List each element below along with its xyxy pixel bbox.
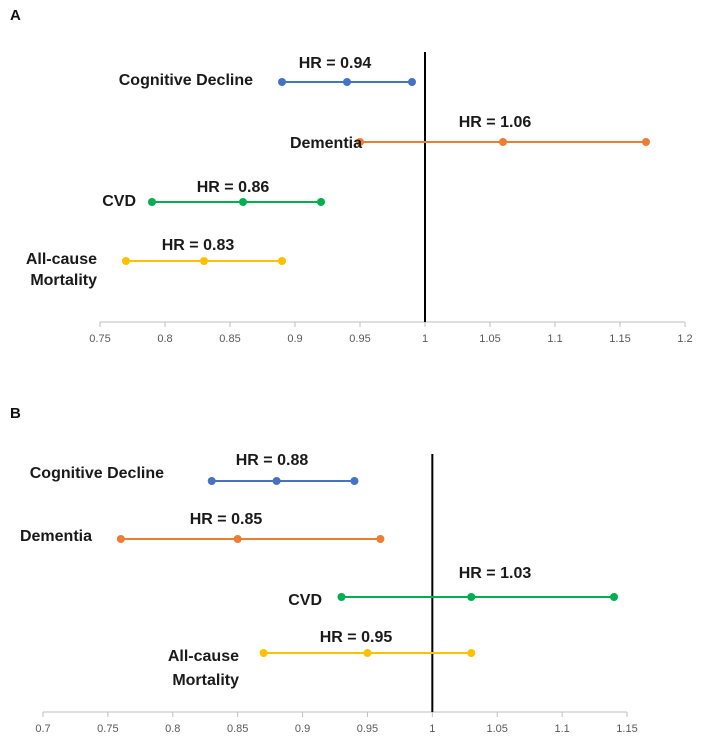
panel-b-all-cause-mortality-estimate-point <box>363 649 372 657</box>
panel-b-cognitive-decline-upper-point <box>350 477 359 485</box>
panel-b-x-tick-label: 1.05 <box>487 723 508 735</box>
panel-b-all-cause-mortality-upper-point <box>467 649 476 657</box>
panel-b-x-tick-label: 1.1 <box>554 723 569 735</box>
panel-b-all-cause-mortality-label-line-1: All-cause <box>168 648 239 665</box>
panel-a-all-cause-mortality-hr-label: HR = 0.83 <box>162 237 235 254</box>
panel-a-dementia-upper-point <box>642 138 650 146</box>
panel-b-cognitive-decline-label: Cognitive Decline <box>30 465 164 482</box>
panel-b-x-tick-label: 1.15 <box>616 723 637 735</box>
panel-a-dementia-label: Dementia <box>290 135 362 152</box>
panel-b-all-cause-mortality-lower-point <box>259 649 268 657</box>
panel-a-cognitive-decline-estimate-point <box>343 78 351 86</box>
panel-b-x-tick-label: 0.75 <box>97 723 118 735</box>
panel-a-x-tick-label: 0.9 <box>287 333 302 345</box>
panel-b-x-tick-label: 0.8 <box>165 723 180 735</box>
panel-a-all-cause-mortality-lower-point <box>122 257 130 265</box>
panel-a-cvd-upper-point <box>317 198 325 206</box>
panel-label-a: A <box>10 7 21 24</box>
panel-b-dementia-lower-point <box>116 535 125 543</box>
panel-a-all-cause-mortality-label-line-1: All-cause <box>26 251 97 268</box>
panel-a-cognitive-decline-upper-point <box>408 78 416 86</box>
panel-a-dementia-lower-point <box>356 138 364 146</box>
panel-b-cognitive-decline-estimate-point <box>272 477 281 485</box>
panel-b-dementia-hr-label: HR = 0.85 <box>190 511 263 528</box>
panel-b-cvd-estimate-point <box>467 593 476 601</box>
panel-b-cvd-hr-label: HR = 1.03 <box>459 565 532 582</box>
panel-a-x-tick-label: 0.75 <box>89 333 110 345</box>
panel-a-x-tick-label: 1.2 <box>677 333 692 345</box>
panel-b-cvd-lower-point <box>337 593 346 601</box>
panel-a-x-tick-label: 1.05 <box>479 333 500 345</box>
panel-b-all-cause-mortality-label-line-2: Mortality <box>172 672 239 689</box>
panel-a-dementia-estimate-point <box>499 138 507 146</box>
panel-b-cvd-label: CVD <box>288 592 322 609</box>
panel-a-all-cause-mortality-estimate-point <box>200 257 208 265</box>
panel-a-all-cause-mortality-label-line-2: Mortality <box>30 272 97 289</box>
forest-panel-b: 0.7 0.75 0.8 0.85 0.9 0.95 1 1.05 1.1 1.15 Cogniti… <box>20 452 638 735</box>
panel-a-x-tick-label: 1 <box>422 333 428 345</box>
panel-a-cognitive-decline-lower-point <box>278 78 286 86</box>
panel-a-x-tick-label: 1.1 <box>547 333 562 345</box>
panel-b-cvd-upper-point <box>610 593 619 601</box>
forest-panel-a: 0.75 0.8 0.85 0.9 0.95 1 1.05 1.1 1.15 1.2 Cogniti… <box>26 52 693 345</box>
panel-a-cvd-label: CVD <box>102 193 136 210</box>
panel-a-x-tick-label: 1.15 <box>609 333 630 345</box>
panel-a-x-tick-label: 0.95 <box>349 333 370 345</box>
panel-a-cvd-hr-label: HR = 0.86 <box>197 179 270 196</box>
panel-a-cognitive-decline-hr-label: HR = 0.94 <box>299 55 372 72</box>
panel-b-x-tick-label: 0.95 <box>357 723 378 735</box>
panel-a-cvd-estimate-point <box>239 198 247 206</box>
panel-b-dementia-label: Dementia <box>20 528 92 545</box>
panel-b-dementia-upper-point <box>376 535 385 543</box>
panel-a-dementia-hr-label: HR = 1.06 <box>459 114 532 131</box>
panel-b-x-tick-label: 1 <box>429 723 435 735</box>
panel-b-x-tick-label: 0.7 <box>35 723 50 735</box>
panel-b-x-tick-label: 0.85 <box>227 723 248 735</box>
panel-b-dementia-estimate-point <box>233 535 242 543</box>
panel-a-all-cause-mortality-upper-point <box>278 257 286 265</box>
panel-b-all-cause-mortality-hr-label: HR = 0.95 <box>320 629 393 646</box>
panel-a-cvd-lower-point <box>148 198 156 206</box>
panel-a-cognitive-decline-label: Cognitive Decline <box>119 72 253 89</box>
panel-b-cognitive-decline-hr-label: HR = 0.88 <box>236 452 309 469</box>
panel-a-x-tick-label: 0.85 <box>219 333 240 345</box>
panel-label-b: B <box>10 405 21 422</box>
panel-b-x-tick-label: 0.9 <box>295 723 310 735</box>
panel-b-cognitive-decline-lower-point <box>207 477 216 485</box>
panel-a-x-tick-label: 0.8 <box>157 333 172 345</box>
